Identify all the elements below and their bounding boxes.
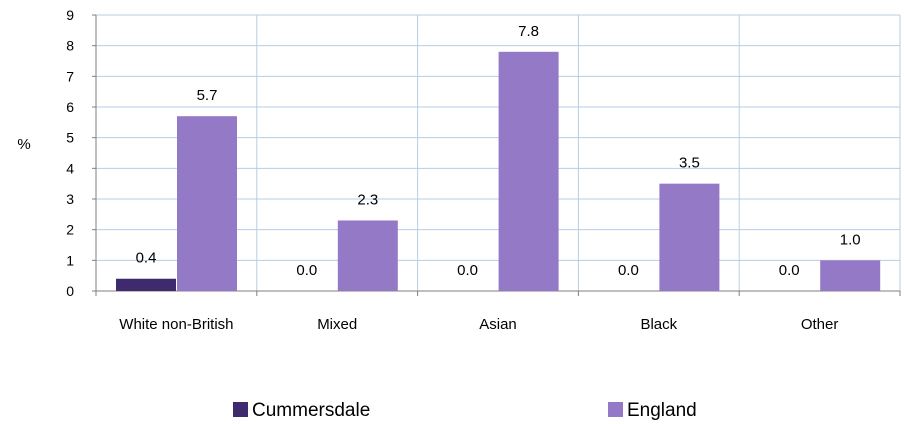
y-tick-label: 8 <box>66 38 74 54</box>
y-tick-label: 1 <box>66 252 74 268</box>
category-label: Mixed <box>317 316 357 333</box>
data-label-cummersdale-3: 0.0 <box>618 262 639 279</box>
legend-swatch-england <box>608 402 623 417</box>
legend-swatch-cummersdale <box>233 402 248 417</box>
bar-england-2 <box>498 51 559 291</box>
category-label: Other <box>801 316 839 333</box>
data-label-cummersdale-0: 0.4 <box>136 250 157 267</box>
data-label-cummersdale-2: 0.0 <box>457 262 478 279</box>
y-tick-label: 0 <box>66 283 74 299</box>
legend-label-cummersdale: Cummersdale <box>252 400 370 421</box>
data-label-england-3: 3.5 <box>679 155 700 172</box>
bars <box>116 51 881 291</box>
data-label-cummersdale-4: 0.0 <box>779 262 800 279</box>
y-axis-label: % <box>17 136 30 153</box>
y-tick-label: 9 <box>66 7 74 23</box>
bar-england-0 <box>177 116 237 291</box>
category-labels: White non-British Mixed Asian Black Other <box>119 316 838 333</box>
y-tick-label: 5 <box>66 130 74 146</box>
bar-england-4 <box>820 260 881 291</box>
bar-england-3 <box>659 183 720 291</box>
y-tick-label: 3 <box>66 191 74 207</box>
data-label-england-2: 7.8 <box>518 23 539 40</box>
category-label: Black <box>640 316 677 333</box>
y-tick-label: 4 <box>66 160 74 176</box>
y-tick-label: 6 <box>66 99 74 115</box>
legend: Cummersdale England <box>233 400 697 421</box>
bar-cummersdale-0 <box>116 278 176 291</box>
data-label-england-1: 2.3 <box>357 191 378 208</box>
category-label: Asian <box>479 316 517 333</box>
data-label-england-0: 5.7 <box>197 87 218 104</box>
bar-england-1 <box>337 220 398 291</box>
category-label: White non-British <box>119 316 233 333</box>
legend-label-england: England <box>627 400 697 421</box>
y-axis-ticks: 0 1 2 3 4 5 6 7 8 9 <box>66 7 74 299</box>
y-tick-label: 2 <box>66 222 74 238</box>
data-label-england-4: 1.0 <box>840 231 861 248</box>
data-label-cummersdale-1: 0.0 <box>296 262 317 279</box>
y-tick-label: 7 <box>66 68 74 84</box>
data-labels: 0.4 0.0 0.0 0.0 0.0 5.7 2.3 7.8 3.5 1.0 <box>136 23 861 279</box>
